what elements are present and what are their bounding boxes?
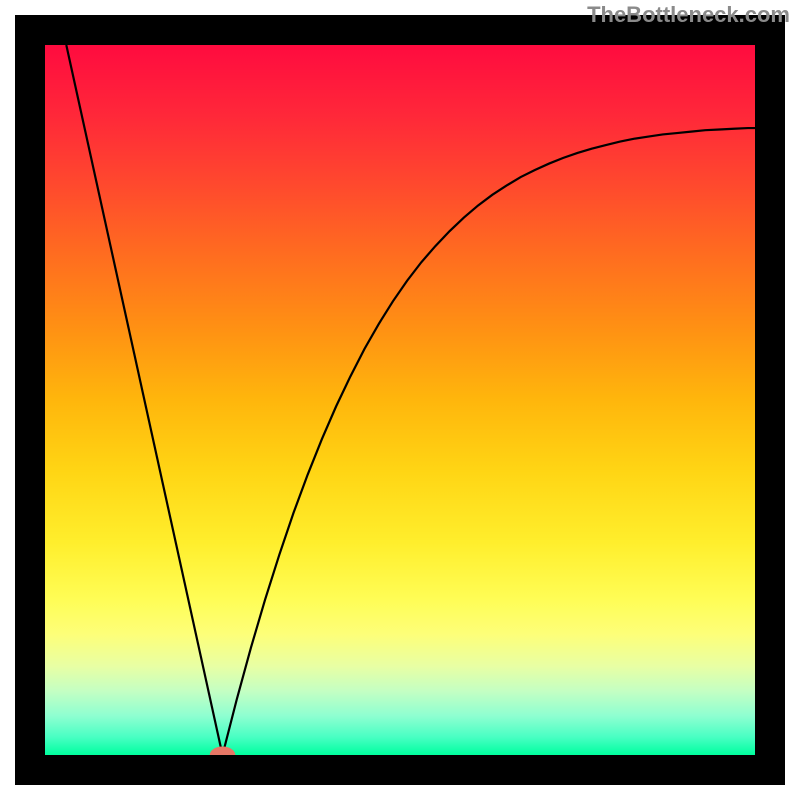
watermark-text: TheBottleneck.com	[587, 2, 790, 28]
plot-background	[45, 45, 755, 755]
chart-svg	[0, 0, 800, 800]
chart-container: { "canvas": { "width": 800, "height": 80…	[0, 0, 800, 800]
